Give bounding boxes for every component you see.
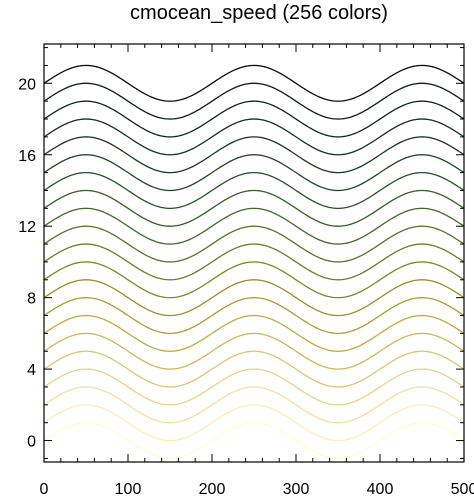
y-tick-label: 4 (27, 362, 36, 379)
y-tick-label: 16 (18, 148, 36, 165)
plot-frame (43, 43, 465, 463)
x-tick-label: 300 (283, 481, 310, 498)
series-line-11 (43, 225, 465, 263)
series-line-0 (43, 422, 465, 460)
y-tick-label: 20 (18, 76, 36, 93)
y-tick-label: 12 (18, 219, 36, 236)
y-tick-label: 8 (27, 291, 36, 308)
series-line-4 (43, 350, 465, 388)
y-tick-labels: 0 4 8 12 16 20 (18, 76, 36, 450)
series-line-6 (43, 314, 465, 352)
series-line-5 (43, 332, 465, 370)
axis-ticks (43, 44, 465, 462)
series-line-14 (43, 171, 465, 209)
series-line-10 (43, 243, 465, 281)
series-line-9 (43, 261, 465, 299)
series-line-18 (43, 100, 465, 138)
series-line-2 (43, 386, 465, 424)
series-line-7 (43, 297, 465, 335)
series-line-17 (43, 118, 465, 156)
series-line-12 (43, 207, 465, 245)
series-line-3 (43, 368, 465, 406)
x-tick-label: 200 (199, 481, 226, 498)
x-tick-label: 100 (115, 481, 142, 498)
series-group (43, 64, 465, 460)
x-tick-label: 0 (40, 481, 49, 498)
series-line-20 (43, 64, 465, 102)
y-tick-label: 0 (27, 434, 36, 451)
x-tick-label: 400 (367, 481, 394, 498)
x-tick-labels: 0 100 200 300 400 500 (40, 481, 474, 498)
series-line-8 (43, 279, 465, 317)
series-line-1 (43, 404, 465, 442)
series-line-15 (43, 154, 465, 192)
series-line-13 (43, 189, 465, 227)
chart-title: cmocean_speed (256 colors) (130, 2, 388, 24)
x-tick-label: 500 (451, 481, 474, 498)
series-line-19 (43, 82, 465, 120)
series-line-16 (43, 136, 465, 174)
